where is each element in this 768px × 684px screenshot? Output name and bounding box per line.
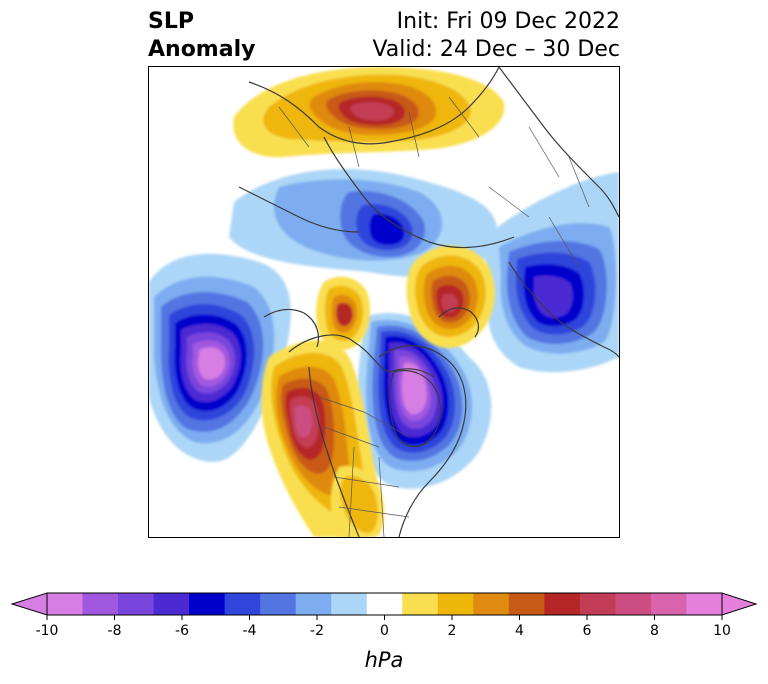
colorbar-over-extend	[721, 592, 758, 616]
coastlines	[238, 67, 619, 537]
colorbar-bin	[508, 593, 545, 615]
colorbar-bin	[473, 593, 510, 615]
colorbar-bin	[153, 593, 190, 615]
colorbar-bin	[402, 593, 439, 615]
colorbar-tick-label: -6	[175, 623, 189, 639]
beaufort-high	[316, 276, 371, 351]
colorbar-bin	[118, 593, 155, 615]
anomaly-map	[148, 66, 620, 538]
colorbar-tick-label: 4	[515, 623, 524, 639]
colorbar-tick-label: -4	[243, 623, 257, 639]
colorbar-tick-label: 6	[583, 623, 592, 639]
colorbar-tick-label: -2	[310, 623, 324, 639]
colorbar-bin	[189, 593, 226, 615]
colorbar-unit-label: hPa	[365, 648, 404, 672]
political-borders	[278, 96, 590, 537]
southwest-high	[330, 465, 385, 537]
colorbar-tick-label: 0	[380, 623, 389, 639]
colorbar-bin	[615, 593, 652, 615]
map-title: SLP Anomaly	[148, 8, 255, 64]
colorbar-bin	[82, 593, 119, 615]
colorbar-bin	[650, 593, 687, 615]
init-date: Init: Fri 09 Dec 2022	[396, 9, 620, 34]
colorbar-tick-label: 10	[713, 623, 731, 639]
colorbar-svg: -10 -8 -6 -4 -2 0 2 4 6 8 10 hPa	[10, 592, 758, 672]
okhotsk-low	[479, 172, 619, 373]
colorbar-bin	[366, 593, 403, 615]
title-type: Anomaly	[148, 37, 256, 62]
colorbar-bin	[260, 593, 297, 615]
colorbar-tick-label: -10	[36, 623, 59, 639]
colorbar-ticks: -10 -8 -6 -4 -2 0 2 4 6 8 10	[36, 615, 731, 639]
colorbar-bin	[224, 593, 261, 615]
chukotka-high	[406, 245, 495, 348]
colorbar-tick-label: 8	[650, 623, 659, 639]
valid-range: Valid: 24 Dec – 30 Dec	[372, 37, 620, 62]
colorbar-under-extend	[10, 592, 48, 616]
colorbar-tick-label: 2	[448, 623, 457, 639]
alaska-low	[149, 253, 291, 462]
siberia-low	[229, 169, 498, 277]
colorbar-bin	[331, 593, 368, 615]
europe-high	[233, 67, 505, 158]
colorbar-bin	[437, 593, 474, 615]
colorbar-bin	[47, 593, 84, 615]
map-dates: Init: Fri 09 Dec 2022 Valid: 24 Dec – 30…	[372, 8, 620, 64]
title-variable: SLP	[148, 9, 194, 34]
colorbar-bin	[295, 593, 332, 615]
colorbar-tick-label: -8	[108, 623, 122, 639]
colorbar-bin	[686, 593, 723, 615]
colorbar-bin	[544, 593, 581, 615]
colorbar: -10 -8 -6 -4 -2 0 2 4 6 8 10 hPa	[0, 580, 768, 680]
map-canvas	[149, 67, 619, 537]
colorbar-bins	[10, 592, 758, 616]
colorbar-bin	[579, 593, 616, 615]
